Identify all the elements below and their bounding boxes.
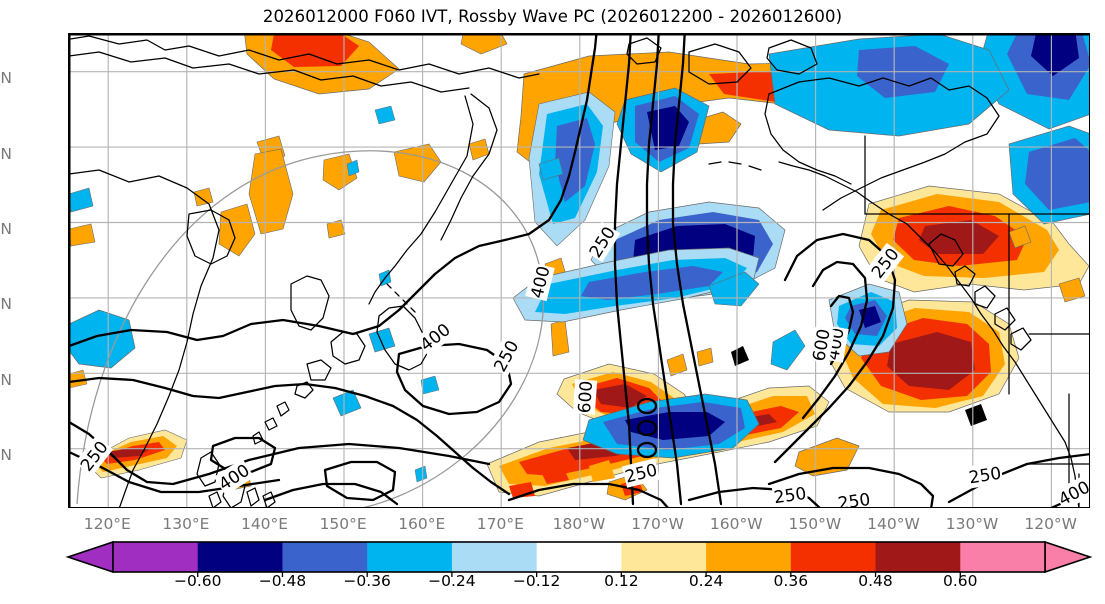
colorbar-swatches [65,540,1093,577]
longitude-tick-3: 150°E [319,515,367,533]
colorbar-segment-3 [367,542,453,572]
colorbar-tick-9: 0.60 [943,572,978,590]
longitude-tick-8: 160°W [709,515,763,533]
longitude-tick-5: 170°E [476,515,524,533]
great-circle-arc [76,150,544,507]
colorbar-segment-8 [790,542,877,572]
longitude-tick-1: 130°E [162,515,210,533]
colorbar-extend-min [65,540,114,574]
colorbar-tick-2: −0.36 [343,572,391,590]
latitude-tick-40: 40°N [0,295,12,314]
colorbar-segment-5 [536,542,622,572]
longitude-tick-7: 170°W [631,515,684,533]
figure-title: 2026012000 F060 IVT, Rossby Wave PC (202… [262,7,843,26]
colorbar-extend-max [1044,540,1093,574]
longitude-tick-12: 120°W [1024,515,1078,533]
colorbar-segment-6 [621,542,707,572]
colorbar-tick-4: −0.12 [512,572,561,590]
colorbar-tick-6: 0.24 [688,572,724,590]
colorbar-tick-5: 0.12 [604,572,639,590]
colorbar-segment-4 [451,542,538,572]
colorbar-tick-7: 0.36 [773,572,809,590]
colorbar-tick-3: −0.24 [428,572,476,590]
colorbar[interactable] [0,538,1105,604]
colorbar-segment-9 [875,542,961,572]
colorbar-segment-7 [706,542,792,572]
colorbar-tick-8: 0.48 [858,572,893,590]
colorbar-segment-1 [197,542,283,572]
colorbar-tick-1: −0.48 [258,572,307,590]
latitude-tick-60: 60°N [0,144,12,163]
longitude-tick-0: 120°E [83,515,131,533]
latitude-tick-30: 30°N [0,370,12,389]
longitude-tick-11: 130°W [945,515,999,533]
map-plot-area[interactable]: 250 250 250 250 250 250 250 250 400 400 400 400 400 6… [68,33,1090,508]
colorbar-segment-0 [113,542,199,572]
latitude-tick-70: 70°N [0,69,12,88]
map-svg [69,34,1089,507]
colorbar-tick-0: −0.60 [173,572,222,590]
ivt-contours [69,34,1089,507]
longitude-tick-2: 140°E [240,515,289,533]
longitude-tick-9: 150°W [788,515,842,533]
longitude-tick-6: 180°W [552,515,606,533]
shaded-anomaly-field [69,34,1089,501]
latitude-tick-50: 50°N [0,220,12,239]
colorbar-segment-10 [960,542,1046,572]
longitude-tick-4: 160°E [398,515,446,533]
colorbar-segment-2 [282,542,368,572]
latitude-tick-20: 20°N [0,446,12,465]
longitude-tick-10: 140°W [867,515,920,533]
